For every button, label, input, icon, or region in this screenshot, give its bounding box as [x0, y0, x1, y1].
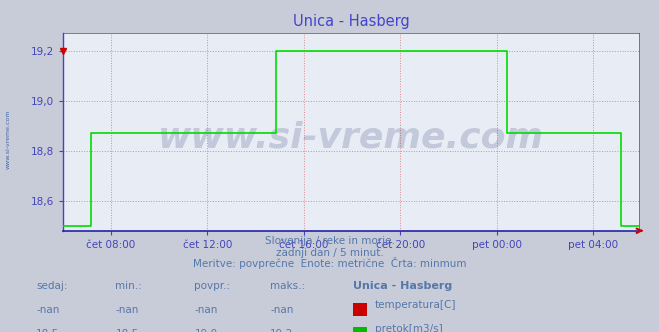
Text: Slovenija / reke in morje.: Slovenija / reke in morje. — [264, 236, 395, 246]
Text: sedaj:: sedaj: — [36, 281, 68, 291]
Text: maks.:: maks.: — [270, 281, 305, 291]
Text: -nan: -nan — [270, 305, 293, 315]
Text: 18,5: 18,5 — [115, 329, 138, 332]
Text: 18,5: 18,5 — [36, 329, 59, 332]
Title: Unica - Hasberg: Unica - Hasberg — [293, 14, 409, 29]
Text: zadnji dan / 5 minut.: zadnji dan / 5 minut. — [275, 248, 384, 258]
Text: pretok[m3/s]: pretok[m3/s] — [375, 324, 443, 332]
Text: 19,0: 19,0 — [194, 329, 217, 332]
Text: -nan: -nan — [36, 305, 59, 315]
Text: Unica - Hasberg: Unica - Hasberg — [353, 281, 452, 291]
Text: www.si-vreme.com: www.si-vreme.com — [158, 121, 544, 155]
Text: Meritve: povprečne  Enote: metrične  Črta: minmum: Meritve: povprečne Enote: metrične Črta:… — [192, 257, 467, 269]
Text: min.:: min.: — [115, 281, 142, 291]
Text: www.si-vreme.com: www.si-vreme.com — [5, 110, 11, 169]
Text: -nan: -nan — [115, 305, 138, 315]
Text: 19,2: 19,2 — [270, 329, 293, 332]
Text: povpr.:: povpr.: — [194, 281, 231, 291]
Text: temperatura[C]: temperatura[C] — [375, 300, 457, 310]
Text: -nan: -nan — [194, 305, 217, 315]
